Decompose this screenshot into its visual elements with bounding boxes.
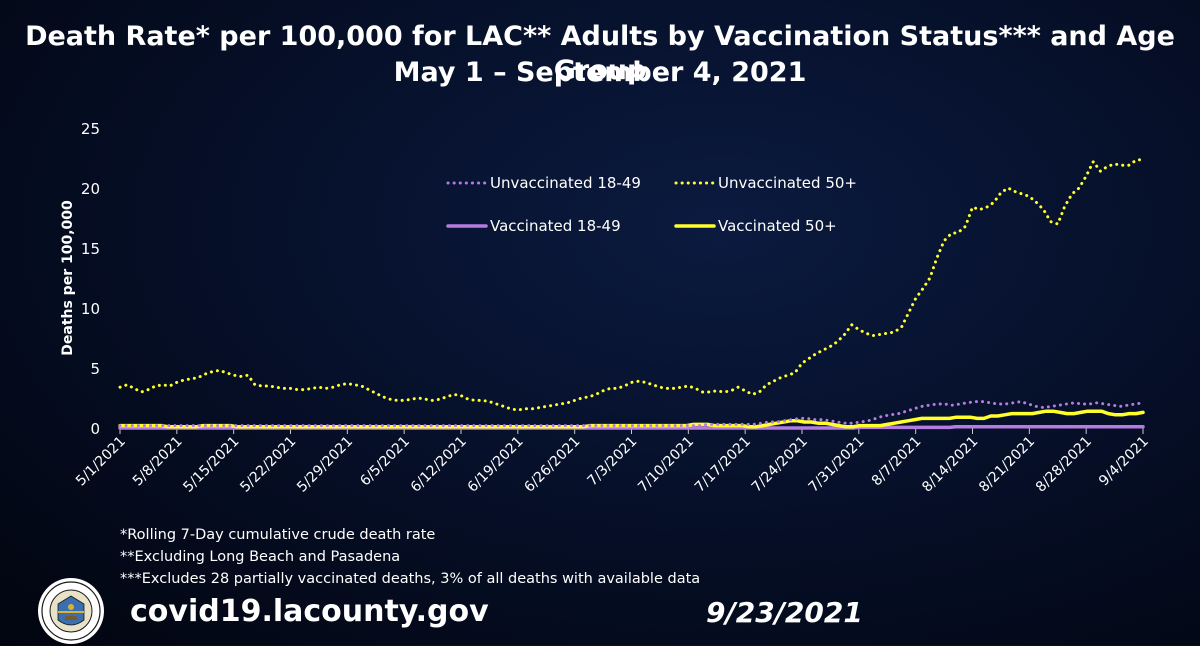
x-tick-label: 7/24/2021: [749, 434, 811, 496]
x-tick-label: 7/3/2021: [585, 434, 641, 490]
y-tick-label: 0: [90, 420, 100, 438]
website-url: covid19.lacounty.gov: [130, 594, 489, 629]
x-tick-label: 8/7/2021: [869, 434, 925, 490]
chart-title: Death Rate* per 100,000 for LAC** Adults…: [25, 21, 1175, 86]
y-tick-label: 25: [81, 120, 100, 138]
series-line-unvaccinated-50-: [118, 157, 1145, 412]
footnote-partially-vaccinated: ***Excludes 28 partially vaccinated deat…: [120, 571, 701, 587]
x-tick-label: 5/29/2021: [294, 434, 356, 496]
x-tick-label: 5/15/2021: [180, 434, 242, 496]
report-date: 9/23/2021: [706, 596, 863, 629]
y-tick-label: 5: [90, 360, 100, 378]
x-tick-label: 6/19/2021: [465, 434, 527, 496]
x-tick-label: 9/4/2021: [1096, 434, 1152, 490]
legend-label: Vaccinated 50+: [718, 217, 837, 235]
x-tick-label: 5/22/2021: [237, 434, 299, 496]
x-tick-label: 8/21/2021: [976, 434, 1038, 496]
x-tick-label: 6/5/2021: [357, 434, 413, 490]
y-axis-label: Deaths per 100,000: [60, 200, 76, 356]
x-tick-label: 8/14/2021: [919, 434, 981, 496]
y-tick-label: 15: [81, 240, 100, 258]
legend-label: Vaccinated 18-49: [490, 217, 621, 235]
x-tick-label: 5/8/2021: [130, 434, 186, 490]
footnote-death-rate: *Rolling 7-Day cumulative crude death ra…: [120, 527, 436, 543]
x-tick-label: 8/28/2021: [1033, 434, 1095, 496]
chart-subtitle: May 1 – September 4, 2021: [393, 57, 807, 88]
y-tick-label: 20: [81, 180, 100, 198]
legend-label: Unvaccinated 50+: [718, 174, 857, 192]
x-tick-label: 5/1/2021: [73, 434, 129, 490]
series-line-unvaccinated-18-49: [118, 400, 1145, 428]
legend-label: Unvaccinated 18-49: [490, 174, 641, 192]
x-tick-label: 6/12/2021: [408, 434, 470, 496]
x-tick-label: 6/26/2021: [521, 434, 583, 496]
x-tick-label: 7/17/2021: [692, 434, 754, 496]
x-tick-label: 7/31/2021: [806, 434, 868, 496]
y-tick-label: 10: [81, 300, 100, 318]
county-seal-icon: [38, 578, 104, 644]
footnote-exclusions: **Excluding Long Beach and Pasadena: [120, 549, 401, 565]
x-tick-label: 7/10/2021: [635, 434, 697, 496]
